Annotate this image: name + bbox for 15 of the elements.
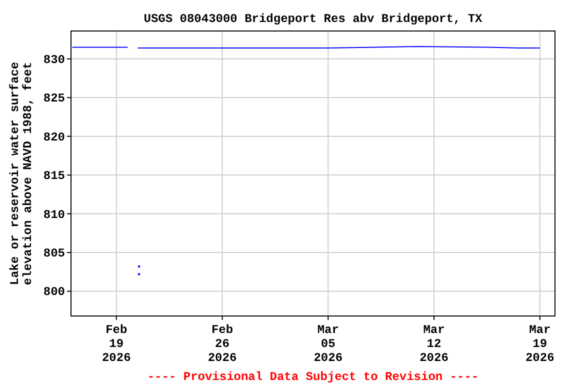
x-tick-label: Mar 05 2026: [314, 323, 343, 365]
y-axis-title: Lake or reservoir water surface elevation above NAVD 1988, feet: [8, 62, 35, 286]
x-tick-label: Feb 26 2026: [208, 323, 237, 365]
y-tick-label: 820: [43, 130, 65, 144]
text: ---- Provisional Data Subject to Revision ----: [147, 370, 479, 384]
x-tick-label: Feb 19 2026: [102, 323, 131, 365]
y-tick-label: 805: [43, 246, 65, 260]
y-tick-label: 825: [43, 92, 65, 106]
x-tick-label: Mar 12 2026: [420, 323, 448, 365]
chart-title: USGS 08043000 Bridgeport Res abv Bridgeport, TX: [144, 12, 484, 26]
x-tick-label: Mar 19 2026: [525, 323, 554, 365]
y-tick-label: 810: [43, 208, 65, 222]
y-tick-label: 800: [43, 285, 65, 300]
y-tick-label: 815: [43, 169, 65, 184]
y-tick-label: 830: [43, 52, 65, 67]
